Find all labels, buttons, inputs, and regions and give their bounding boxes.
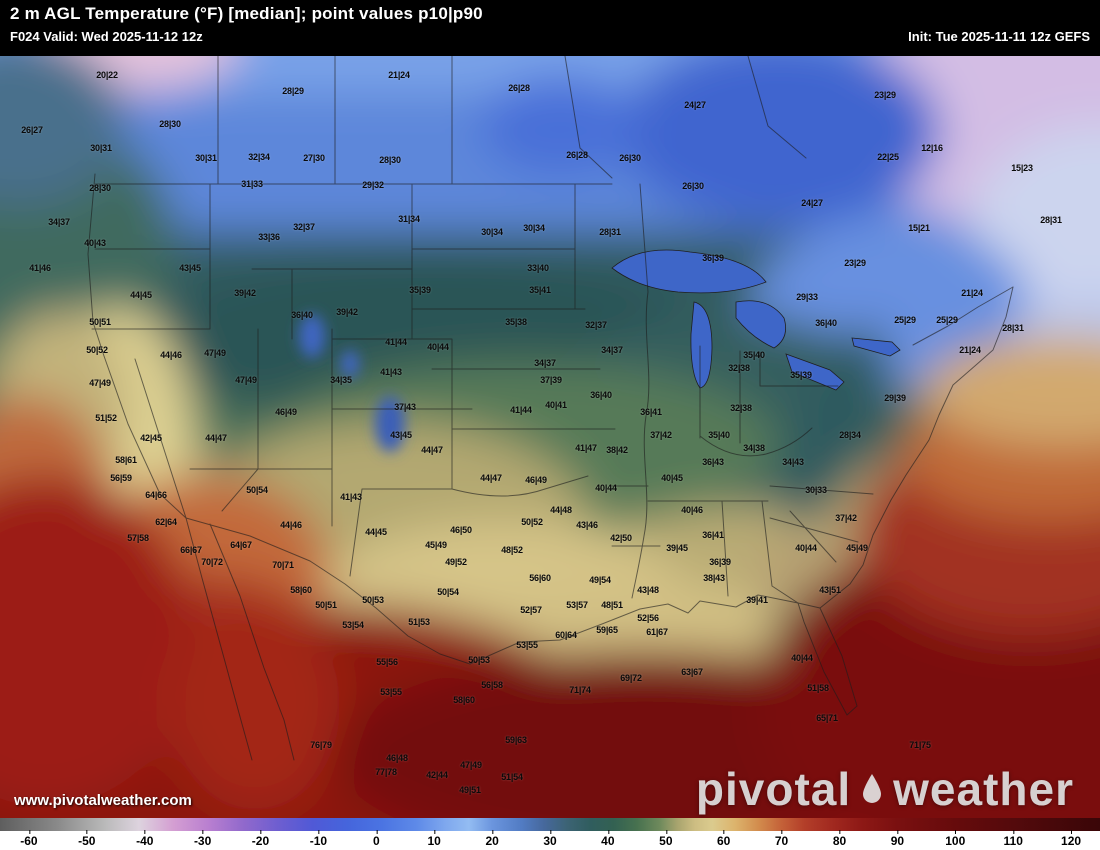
colorbar-tick-label: -30 [193, 830, 212, 848]
brand-word-weather: weather [893, 763, 1074, 815]
colorbar-tick-label: 20 [485, 830, 499, 848]
watermark-url: www.pivotalweather.com [14, 792, 192, 809]
colorbar-tick-label: 110 [1003, 830, 1023, 848]
temperature-field [0, 56, 1100, 818]
valid-time-label: F024 Valid: Wed 2025-11-12 12z [10, 29, 203, 44]
colorbar-tick-label: 0 [372, 830, 380, 848]
map-area [0, 56, 1100, 818]
temperature-field-svg [0, 56, 1100, 818]
colorbar-tick-row: -60 -50 -40 -30 -20 -10 0 10 20 30 40 50 60 70 80 90 100… [0, 830, 1100, 850]
colorbar-tick-label: 80 [832, 830, 847, 848]
colorbar-tick-label: -10 [309, 830, 328, 848]
droplet-icon [863, 774, 882, 803]
colorbar-tick-label: 70 [774, 830, 789, 848]
colorbar-tick-label: 10 [427, 830, 441, 848]
colorbar-tick-label: 40 [601, 830, 615, 848]
colorbar-tick-label: 60 [717, 830, 731, 848]
cold-mountain-spots [299, 314, 405, 452]
colorbar-tick-label: 30 [543, 830, 557, 848]
colorbar-tick-label: 120 [1061, 830, 1082, 848]
great-lakes [611, 249, 901, 391]
colorbar-tick-label: -20 [251, 830, 270, 848]
geo-borders [87, 56, 1014, 761]
colorbar-tick-label: 50 [659, 830, 673, 848]
colorbar-tick-label: -60 [20, 830, 38, 848]
init-time-label: Init: Tue 2025-11-11 12z GEFS [908, 29, 1090, 44]
colorbar-tick-label: -50 [78, 830, 96, 848]
colorbar-tick-label: 90 [890, 830, 905, 848]
brand-word-pivotal: pivotal [695, 763, 852, 815]
colorbar: -60 -50 -40 -30 -20 -10 0 10 20 30 40 50 60 70 80 90 100… [0, 818, 1100, 850]
colorbar-tick-label: -40 [136, 830, 154, 848]
watermark-brand: pivotal weather [696, 766, 1074, 812]
colorbar-gradient [0, 818, 1100, 831]
colorbar-tick-label: 100 [945, 830, 966, 848]
header-bar: 2 m AGL Temperature (°F) [median]; point… [0, 0, 1100, 56]
header-subrow: F024 Valid: Wed 2025-11-12 12z Init: Tue… [10, 29, 1090, 44]
map-title: 2 m AGL Temperature (°F) [median]; point… [10, 4, 483, 23]
